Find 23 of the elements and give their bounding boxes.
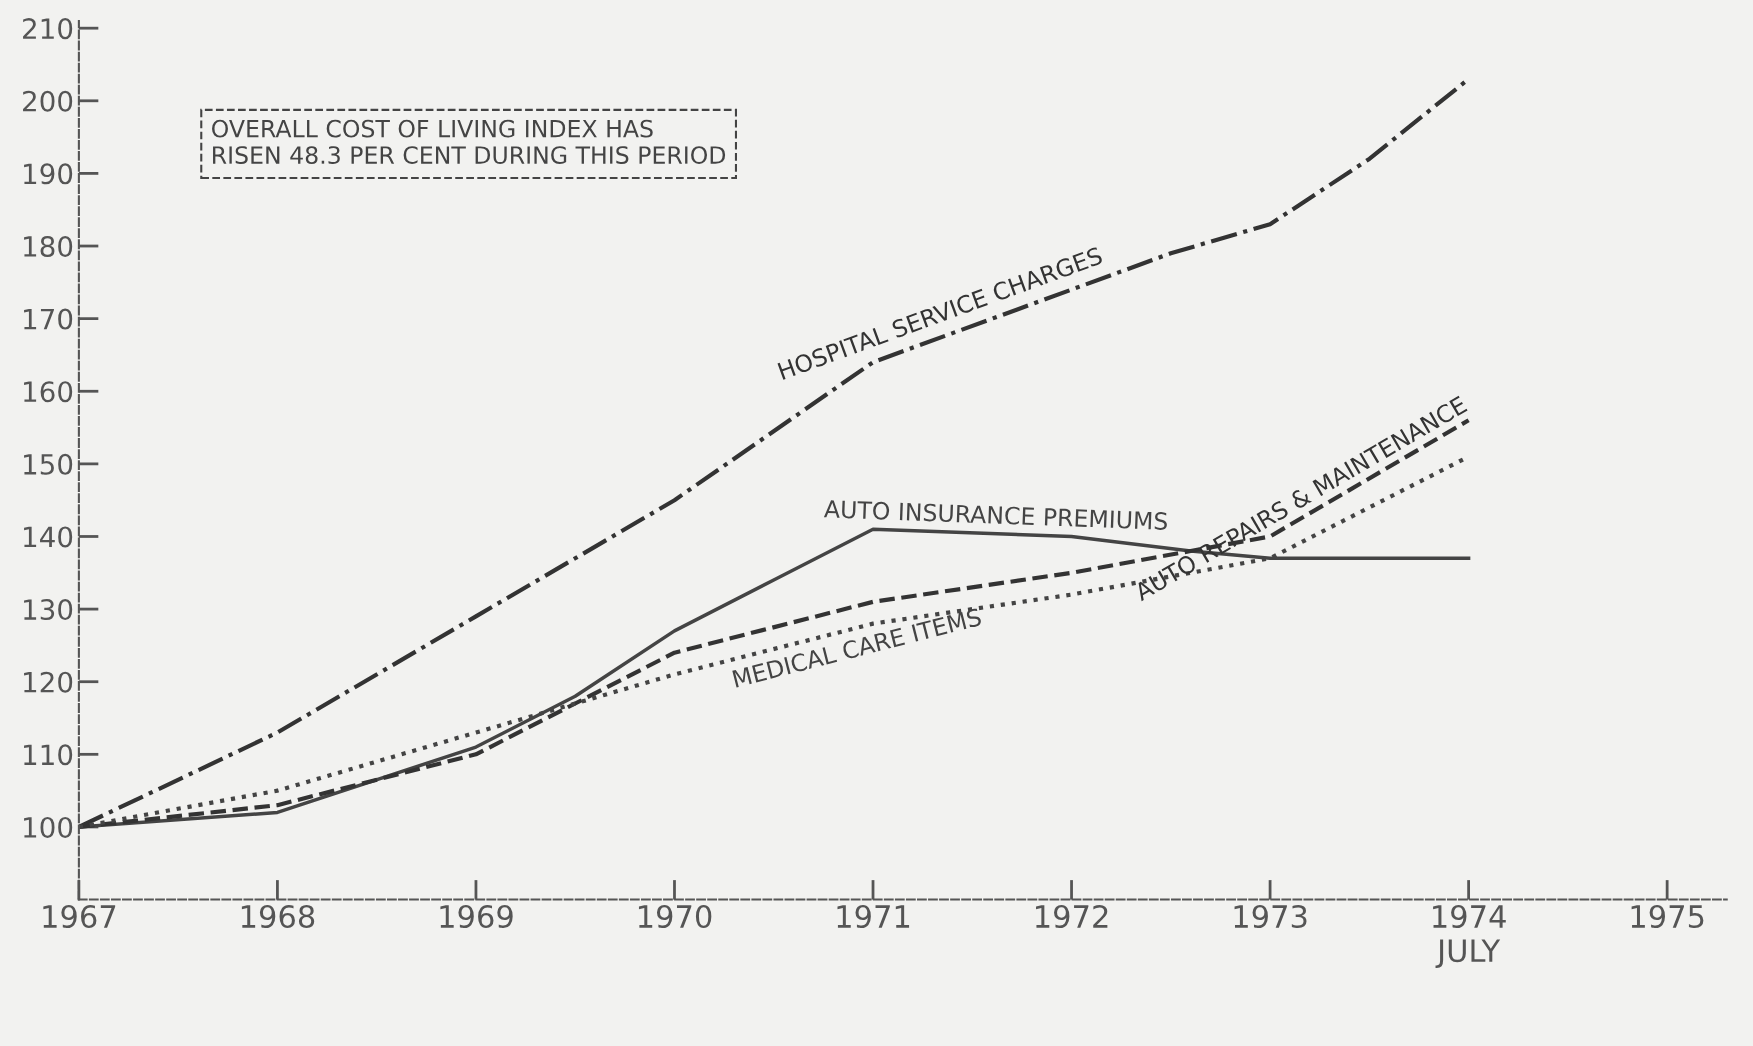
y-tick-label: 140 xyxy=(24,526,73,548)
x-tick-label: 1973 xyxy=(1234,904,1307,929)
y-tick-label: 110 xyxy=(24,744,73,766)
y-tick-label: 130 xyxy=(24,599,73,621)
y-tick-label: 160 xyxy=(24,381,73,403)
x-tick-label: 1967 xyxy=(43,904,116,929)
y-tick-label: 180 xyxy=(24,235,73,257)
x-tick-label: 1975 xyxy=(1631,904,1704,929)
x-tick-label: 1972 xyxy=(1036,904,1108,929)
y-tick-label: 100 xyxy=(24,816,73,838)
x-tick-label: 1970 xyxy=(638,904,712,929)
x-tick-label: 1971 xyxy=(837,904,910,929)
y-tick-label: 190 xyxy=(24,163,73,185)
x-tick-label: 1974 JULY xyxy=(1433,904,1506,968)
x-tick-label: 1968 xyxy=(241,904,315,929)
series-label: AUTO INSURANCE PREMIUMS xyxy=(823,499,1168,531)
annotation: OVERALL COST OF LIVING INDEX HAS RISEN 48.3 PER CENT DURING THIS PERIOD xyxy=(212,119,726,164)
x-tick-label: 1969 xyxy=(440,904,513,929)
y-tick-label: 170 xyxy=(24,308,73,330)
y-tick-label: 120 xyxy=(24,671,73,693)
y-tick-label: 210 xyxy=(23,18,73,40)
y-tick-label: 150 xyxy=(24,453,73,475)
y-tick-label: 200 xyxy=(23,90,73,112)
